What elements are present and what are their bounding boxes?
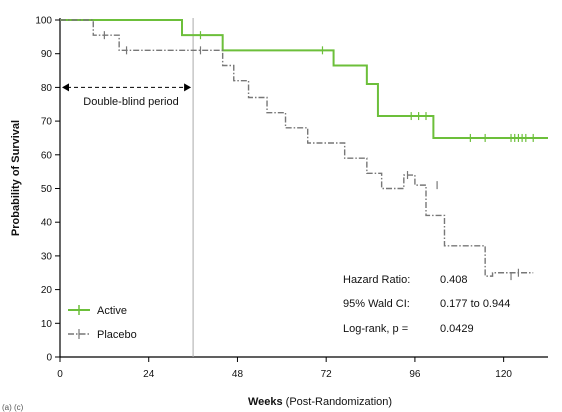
y-axis-title: Probability of Survival — [10, 120, 22, 236]
x-tick-label-96: 96 — [409, 369, 421, 380]
y-tick-label-100: 100 — [35, 16, 52, 27]
y-tick-label-90: 90 — [41, 49, 53, 60]
stat-label-logrank: Log-rank, p = — [343, 323, 408, 335]
footer-text: (a) (c) — [2, 403, 24, 412]
stat-value-logrank: 0.0429 — [440, 323, 474, 335]
series-layer — [60, 19, 548, 281]
x-tick-label-48: 48 — [232, 369, 244, 380]
y-tick-label-80: 80 — [41, 83, 53, 94]
series-active-line — [60, 19, 548, 139]
x-axis-title-rest: (Post-Randomization) — [283, 396, 392, 408]
y-tick-label-10: 10 — [41, 319, 53, 330]
period-label: Double-blind period — [83, 96, 178, 108]
y-tick-label-30: 30 — [41, 251, 53, 262]
period-arrow-right-head — [184, 83, 192, 92]
period-arrow-left-head — [62, 83, 69, 92]
stat-label-ci: 95% Wald CI: — [343, 298, 410, 310]
x-axis-title-bold: Weeks — [248, 396, 283, 408]
legend-label-active: Active — [97, 305, 127, 317]
y-tick-label-40: 40 — [41, 218, 53, 229]
x-axis: 0 24 48 72 96 120 — [57, 356, 548, 380]
x-tick-label-72: 72 — [321, 369, 333, 380]
y-tick-label-70: 70 — [41, 117, 53, 128]
x-tick-label-120: 120 — [495, 369, 512, 380]
annotation-layer — [62, 83, 192, 92]
x-tick-label-24: 24 — [143, 369, 155, 380]
y-tick-label-60: 60 — [41, 150, 53, 161]
stat-value-hazard: 0.408 — [440, 274, 468, 286]
y-tick-label-0: 0 — [46, 353, 52, 364]
y-axis: 0 10 20 30 40 50 60 70 80 90 100 — [35, 16, 61, 364]
x-tick-label-0: 0 — [57, 369, 63, 380]
x-axis-title: Weeks (Post-Randomization) — [248, 396, 392, 408]
stat-value-ci: 0.177 to 0.944 — [440, 298, 510, 310]
legend: Active Placebo — [68, 305, 137, 341]
stat-label-hazard: Hazard Ratio: — [343, 274, 410, 286]
legend-label-placebo: Placebo — [97, 329, 137, 341]
series-placebo-line — [60, 19, 534, 277]
y-tick-label-20: 20 — [41, 285, 53, 296]
y-tick-label-50: 50 — [41, 184, 53, 195]
stats-box: Hazard Ratio: 0.408 95% Wald CI: 0.177 t… — [343, 274, 510, 335]
